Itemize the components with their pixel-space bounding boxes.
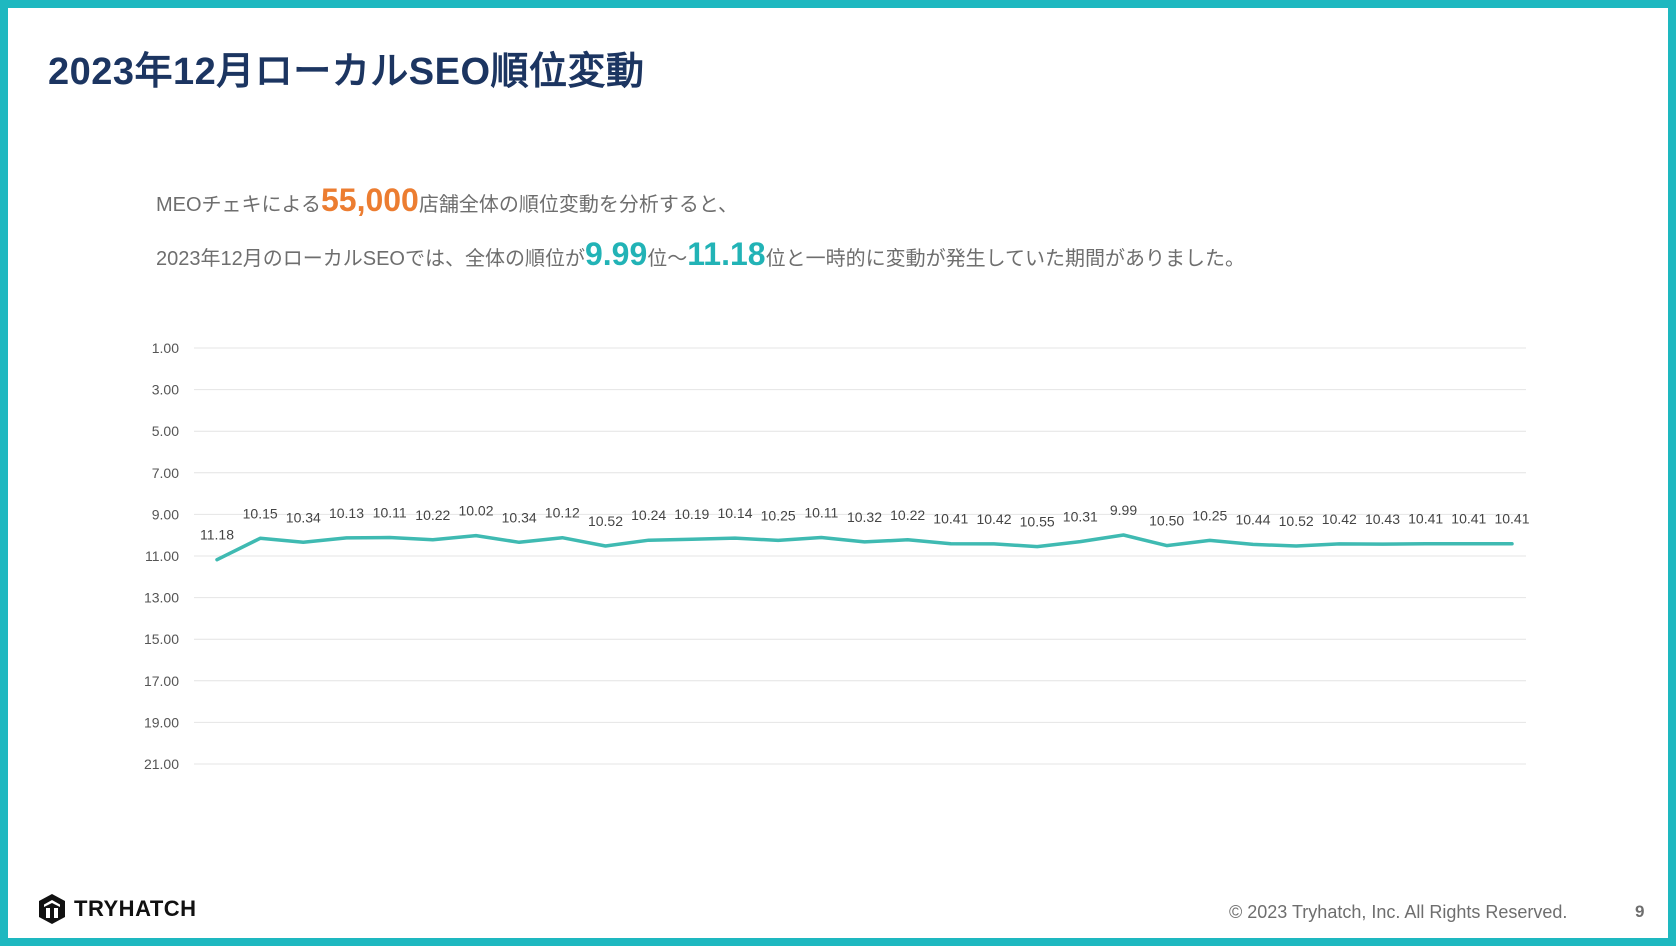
y-tick-label: 13.00 [144, 590, 179, 606]
lead-line-1-pre: MEOチェキによる [156, 194, 321, 216]
data-label: 10.44 [1235, 511, 1270, 527]
y-tick-label: 15.00 [144, 631, 179, 647]
data-label: 10.32 [847, 509, 882, 525]
data-label: 10.42 [976, 511, 1011, 527]
data-label: 10.22 [415, 507, 450, 523]
tryhatch-logo-icon [39, 894, 65, 924]
data-label: 10.25 [1192, 507, 1227, 523]
max-rank-highlight: 11.18 [687, 236, 766, 272]
y-tick-label: 3.00 [152, 382, 179, 398]
data-label: 10.12 [545, 505, 580, 521]
chart-gridlines [194, 347, 1526, 765]
chart-data-labels: 11.18 10.15 10.34 10.13 10.11 10.22 10.02 10.34… [200, 502, 1530, 543]
data-label: 9.99 [1110, 502, 1137, 518]
data-label: 10.15 [243, 505, 278, 521]
y-tick-label: 19.00 [144, 714, 179, 730]
y-tick-label: 7.00 [152, 465, 179, 481]
data-label: 10.22 [890, 507, 925, 523]
page-title: 2023年12月ローカルSEO順位変動 [48, 51, 645, 93]
lead-line-2-pre: 2023年12月のローカルSEOでは、全体の順位が [156, 248, 585, 270]
data-label: 10.41 [933, 511, 968, 527]
data-label: 10.52 [1279, 513, 1314, 529]
data-label: 10.41 [1494, 511, 1529, 527]
data-label: 10.11 [804, 504, 838, 520]
data-label: 11.18 [200, 527, 234, 543]
y-tick-label: 9.00 [152, 506, 179, 522]
min-rank-highlight: 9.99 [584, 236, 648, 272]
data-label: 10.41 [1408, 511, 1443, 527]
data-label: 10.31 [1063, 509, 1098, 525]
y-tick-label: 21.00 [144, 756, 179, 772]
data-label: 10.02 [458, 503, 493, 519]
data-label: 10.52 [588, 513, 623, 529]
lead-line-2: 2023年12月のローカルSEOでは、全体の順位が9.99位～11.18位と一時… [156, 236, 1245, 273]
data-label: 10.34 [286, 509, 321, 525]
y-tick-label: 11.00 [145, 548, 179, 564]
data-label: 10.14 [717, 505, 752, 521]
data-label: 10.41 [1451, 511, 1486, 527]
data-label: 10.42 [1322, 511, 1357, 527]
data-label: 10.50 [1149, 513, 1184, 529]
data-label: 10.34 [502, 509, 537, 525]
data-label: 10.25 [761, 507, 796, 523]
lead-line-2-post: 位と一時的に変動が発生していた期間がありました。 [765, 248, 1245, 270]
data-label: 10.24 [631, 507, 666, 523]
lead-line-1-post: 店舗全体の順位変動を分析すると、 [418, 194, 739, 216]
lead-line-2-mid: 位～ [647, 248, 688, 270]
data-label: 10.19 [674, 506, 709, 522]
chart-series [215, 533, 1514, 562]
page-number: 9 [1635, 902, 1645, 921]
y-tick-label: 17.00 [144, 673, 179, 689]
rank-line-chart: 1.00 3.00 5.00 7.00 9.00 11.00 13.00 15.00 17.00… [144, 340, 1530, 772]
data-label: 10.11 [373, 504, 407, 520]
data-label: 10.55 [1020, 514, 1055, 530]
store-count-highlight: 55,000 [320, 182, 419, 218]
footer-logo: TRYHATCH [38, 893, 197, 925]
chart-y-axis: 1.00 3.00 5.00 7.00 9.00 11.00 13.00 15.00 17.00… [144, 340, 179, 772]
data-label: 10.43 [1365, 511, 1400, 527]
y-tick-label: 5.00 [152, 423, 179, 439]
copyright-text: © 2023 Tryhatch, Inc. All Rights Reserve… [1229, 902, 1568, 922]
footer-logo-text: TRYHATCH [74, 896, 197, 921]
rank-series-line [215, 533, 1514, 562]
data-label: 10.13 [329, 505, 364, 521]
lead-line-1: MEOチェキによる55,000店舗全体の順位変動を分析すると、 [156, 182, 738, 219]
y-tick-label: 1.00 [152, 340, 179, 356]
